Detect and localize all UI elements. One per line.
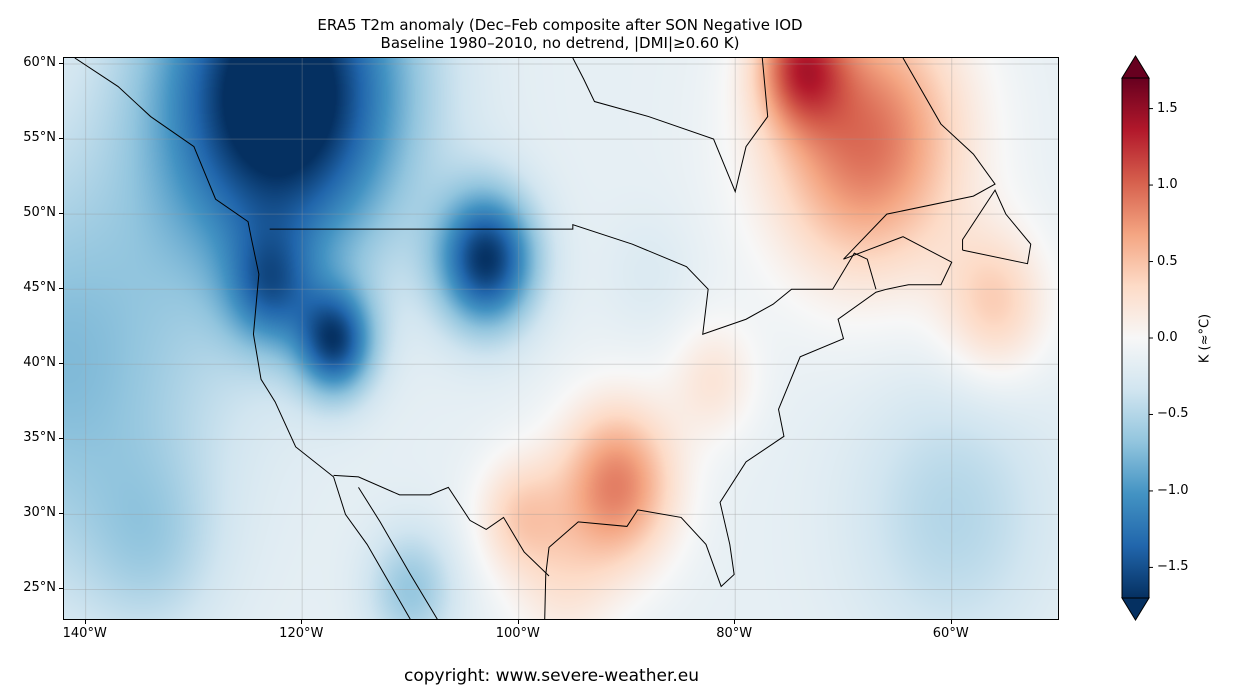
colorbar-tick-label: −1.5 xyxy=(1157,559,1189,575)
y-tick-label: 35°N xyxy=(23,430,56,446)
x-tick-label: 80°W xyxy=(716,626,753,641)
y-tick-mark xyxy=(59,438,63,440)
colorbar xyxy=(1121,55,1153,621)
x-tick-mark xyxy=(301,620,303,624)
coastline-border xyxy=(74,58,411,619)
map-overlay xyxy=(64,58,1058,619)
anomaly-map xyxy=(63,57,1059,620)
y-tick-label: 30°N xyxy=(23,505,56,521)
colorbar-extend-min xyxy=(1121,597,1150,621)
x-tick-mark xyxy=(517,620,519,624)
coastline-border xyxy=(269,223,877,335)
chart-title-line2: Baseline 1980–2010, no detrend, |DMI|≥0.… xyxy=(380,34,740,52)
x-tick-label: 100°W xyxy=(495,626,540,641)
y-tick-mark xyxy=(59,213,63,215)
x-tick-label: 140°W xyxy=(62,626,107,641)
y-tick-mark xyxy=(59,363,63,365)
x-tick-mark xyxy=(950,620,952,624)
colorbar-tick-label: −0.5 xyxy=(1157,406,1189,422)
copyright-text: copyright: www.severe-weather.eu xyxy=(404,666,700,686)
x-tick-label: 60°W xyxy=(932,626,969,641)
y-tick-label: 25°N xyxy=(23,580,56,596)
temperature-anomaly-field xyxy=(64,58,1058,619)
x-tick-mark xyxy=(84,620,86,624)
y-tick-mark xyxy=(59,138,63,140)
coastline-border xyxy=(544,58,996,619)
chart-title-line1: ERA5 T2m anomaly (Dec–Feb composite afte… xyxy=(317,16,803,34)
coastline-border xyxy=(572,58,769,194)
colorbar-tick-label: 0.0 xyxy=(1157,330,1178,345)
colorbar-gradient xyxy=(1122,78,1149,598)
colorbar-label: K (≈°C) xyxy=(1197,313,1213,364)
colorbar-tick-label: 1.5 xyxy=(1157,100,1178,116)
coastline-border xyxy=(333,474,550,577)
colorbar-tick-label: 0.5 xyxy=(1157,253,1178,269)
y-tick-mark xyxy=(59,288,63,290)
y-tick-label: 50°N xyxy=(23,205,56,221)
x-tick-label: 120°W xyxy=(279,626,324,641)
coastline-border xyxy=(358,487,438,619)
y-tick-mark xyxy=(59,63,63,64)
coastline-border xyxy=(962,189,1032,265)
y-tick-label: 40°N xyxy=(23,355,56,371)
y-tick-label: 45°N xyxy=(23,280,56,296)
colorbar-tick-label: −1.0 xyxy=(1157,482,1189,498)
x-tick-mark xyxy=(734,620,736,624)
y-tick-mark xyxy=(59,588,63,590)
colorbar-extend-max xyxy=(1121,55,1150,79)
y-tick-label: 55°N xyxy=(23,130,56,146)
colorbar-tick-label: 1.0 xyxy=(1157,177,1178,193)
y-tick-label: 60°N xyxy=(23,55,56,70)
y-tick-mark xyxy=(59,513,63,515)
